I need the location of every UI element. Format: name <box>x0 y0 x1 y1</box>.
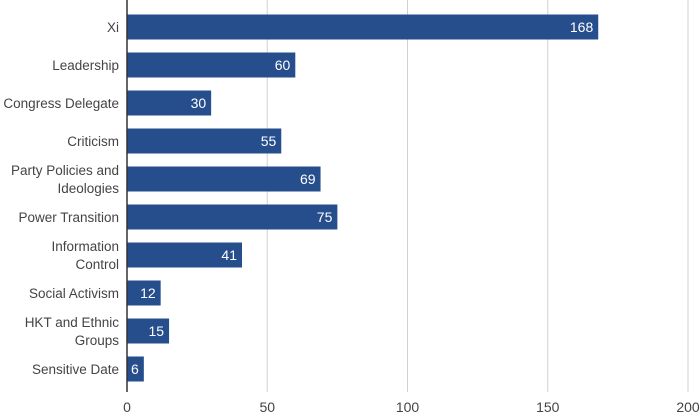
grid-lines <box>266 0 689 392</box>
bar <box>127 14 599 40</box>
x-tick-label: 50 <box>259 399 275 415</box>
bar <box>127 166 321 192</box>
category-label: Social Activism <box>29 286 119 301</box>
bar <box>127 242 243 268</box>
category-label: Sensitive Date <box>32 362 119 377</box>
x-tick-label: 100 <box>396 399 420 415</box>
category-label: Power Transition <box>18 210 119 225</box>
x-tick-label: 150 <box>536 399 560 415</box>
bars: 168 60 30 55 69 75 41 12 15 6 <box>127 14 599 382</box>
data-label: 168 <box>570 19 594 35</box>
category-label: Criticism <box>67 134 119 149</box>
category-label: Leadership <box>52 58 119 73</box>
category-label: Xi <box>107 20 119 35</box>
x-tick-label: 200 <box>676 399 700 415</box>
bar <box>127 52 296 78</box>
bar <box>127 280 161 306</box>
category-label: Ideologies <box>57 181 119 196</box>
category-label: Control <box>75 257 119 272</box>
data-label: 41 <box>221 247 237 263</box>
x-axis-ticks: 0 50 100 150 200 <box>123 399 700 415</box>
data-label: 60 <box>275 57 291 73</box>
bar <box>127 204 338 230</box>
data-label: 30 <box>191 95 207 111</box>
category-label: Groups <box>75 333 120 348</box>
x-tick-label: 0 <box>123 399 131 415</box>
data-label: 75 <box>317 209 333 225</box>
category-labels: Xi Leadership Congress Delegate Criticism Pa… <box>3 20 119 377</box>
bar <box>127 356 144 382</box>
data-label: 55 <box>261 133 277 149</box>
data-label: 69 <box>300 171 316 187</box>
bar <box>127 90 212 116</box>
category-label: Congress Delegate <box>3 96 119 111</box>
data-label: 12 <box>140 285 156 301</box>
category-label: Party Policies and <box>11 163 119 178</box>
data-label: 15 <box>148 323 164 339</box>
category-label: HKT and Ethnic <box>25 315 120 330</box>
data-label: 6 <box>131 361 139 377</box>
category-label: Information <box>51 239 119 254</box>
bar <box>127 318 170 344</box>
bar <box>127 128 282 154</box>
